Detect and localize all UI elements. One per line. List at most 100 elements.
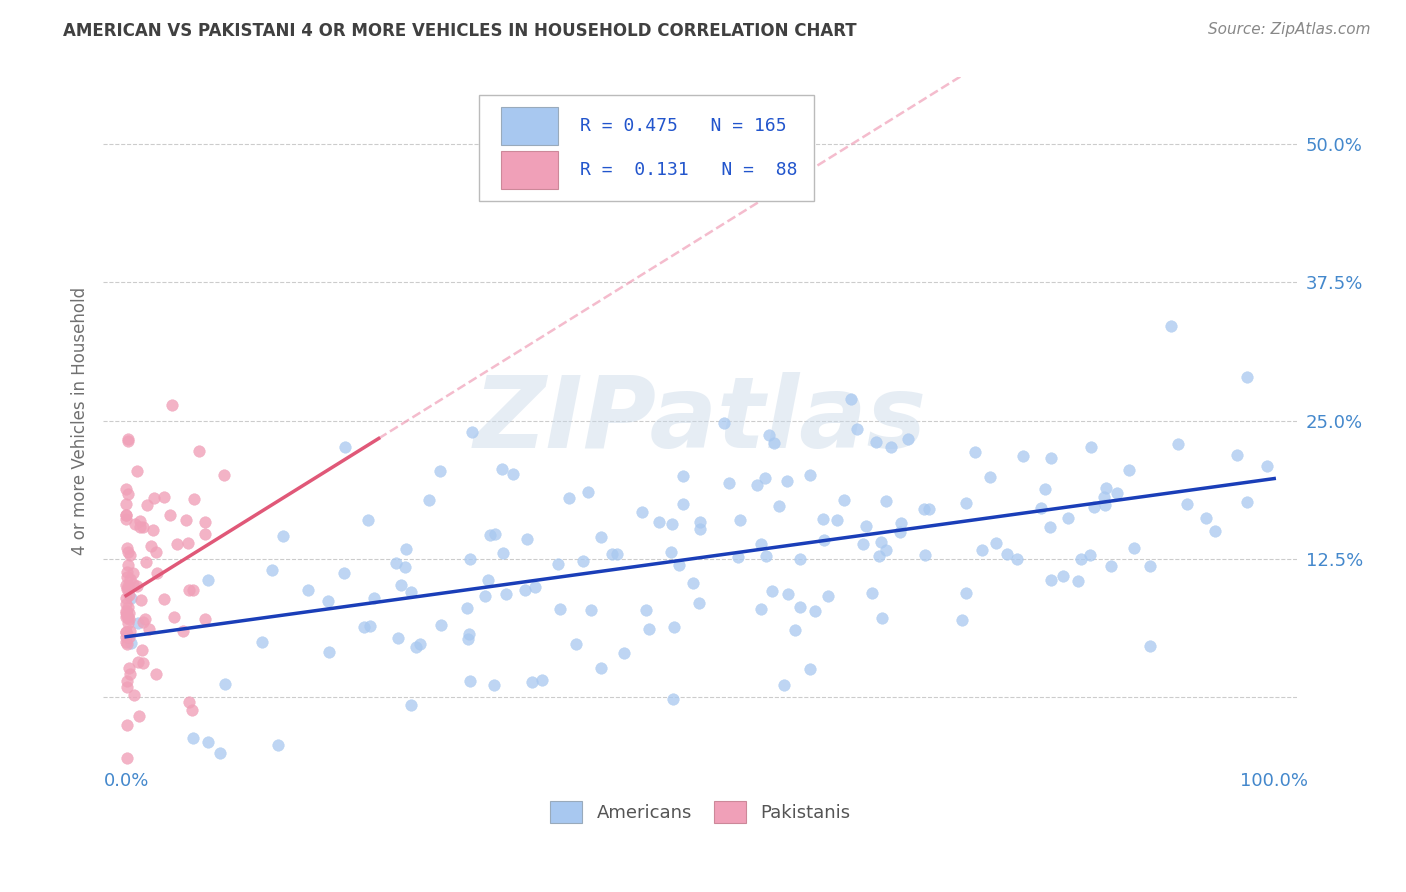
Text: AMERICAN VS PAKISTANI 4 OR MORE VEHICLES IN HOUSEHOLD CORRELATION CHART: AMERICAN VS PAKISTANI 4 OR MORE VEHICLES… bbox=[63, 22, 856, 40]
Point bbox=[479, 528, 502, 542]
Point bbox=[118, 607, 141, 621]
Y-axis label: 4 or more Vehicles in Household: 4 or more Vehicles in Household bbox=[72, 286, 89, 555]
Point bbox=[1057, 511, 1080, 525]
Point bbox=[870, 611, 893, 625]
Point bbox=[197, 574, 219, 588]
Point bbox=[115, 606, 138, 620]
Point bbox=[662, 620, 685, 634]
Point bbox=[776, 475, 799, 489]
Point bbox=[120, 572, 142, 586]
Point bbox=[115, 718, 138, 732]
Point bbox=[1194, 511, 1216, 525]
Point bbox=[115, 609, 138, 624]
Point bbox=[865, 434, 887, 449]
Point bbox=[1236, 495, 1258, 509]
Point bbox=[145, 667, 167, 681]
Point bbox=[682, 576, 704, 591]
Point bbox=[115, 631, 138, 645]
Point bbox=[115, 680, 138, 694]
Point bbox=[825, 513, 848, 527]
Point bbox=[749, 601, 772, 615]
Point bbox=[122, 688, 145, 702]
Point bbox=[115, 673, 138, 688]
Point bbox=[1067, 574, 1090, 589]
Point bbox=[117, 578, 139, 592]
Point bbox=[1105, 486, 1128, 500]
Point bbox=[118, 548, 141, 562]
Point bbox=[117, 661, 139, 675]
Point bbox=[457, 632, 479, 647]
Point bbox=[117, 616, 139, 631]
Point bbox=[117, 434, 139, 449]
Point bbox=[127, 615, 149, 630]
Point bbox=[668, 558, 690, 572]
Point bbox=[174, 512, 197, 526]
Point bbox=[117, 545, 139, 559]
Point bbox=[132, 520, 155, 534]
Point bbox=[662, 692, 685, 706]
Point bbox=[1139, 639, 1161, 653]
Point bbox=[477, 573, 499, 587]
Point bbox=[513, 583, 536, 598]
Point bbox=[897, 433, 920, 447]
Point bbox=[832, 493, 855, 508]
Point bbox=[688, 596, 710, 610]
Point bbox=[115, 591, 138, 605]
Point bbox=[208, 746, 231, 760]
Point bbox=[749, 537, 772, 551]
Point bbox=[912, 501, 935, 516]
Point bbox=[890, 516, 912, 530]
Point bbox=[1256, 458, 1278, 473]
Point bbox=[1039, 573, 1062, 587]
Point bbox=[395, 542, 418, 557]
Point bbox=[122, 576, 145, 591]
Point bbox=[1204, 524, 1226, 539]
Point bbox=[357, 513, 380, 527]
Point bbox=[456, 601, 478, 615]
Point bbox=[408, 637, 430, 651]
Point bbox=[125, 579, 148, 593]
Point bbox=[297, 582, 319, 597]
Point bbox=[115, 569, 138, 583]
Point bbox=[606, 547, 628, 561]
Point bbox=[115, 582, 138, 596]
Text: R =  0.131   N =  88: R = 0.131 N = 88 bbox=[579, 161, 797, 178]
Point bbox=[1139, 558, 1161, 573]
Point bbox=[115, 625, 138, 640]
Point bbox=[181, 731, 204, 746]
Point bbox=[153, 592, 176, 607]
Point bbox=[875, 543, 897, 558]
Point bbox=[482, 677, 505, 691]
Point bbox=[179, 695, 201, 709]
Point bbox=[183, 491, 205, 506]
Point bbox=[115, 577, 138, 591]
Point bbox=[394, 560, 416, 574]
Point bbox=[197, 734, 219, 748]
Point bbox=[129, 515, 152, 529]
Point bbox=[194, 516, 217, 530]
Point bbox=[672, 497, 695, 511]
Point bbox=[117, 751, 139, 765]
Point bbox=[353, 620, 375, 634]
Point bbox=[214, 468, 236, 483]
FancyBboxPatch shape bbox=[501, 107, 558, 145]
Point bbox=[869, 534, 891, 549]
Point bbox=[557, 491, 579, 505]
Point bbox=[955, 585, 977, 599]
Point bbox=[418, 492, 440, 507]
Point bbox=[118, 612, 141, 626]
Point bbox=[773, 678, 796, 692]
Point bbox=[142, 523, 165, 537]
Point bbox=[1123, 541, 1146, 555]
Point bbox=[789, 599, 811, 614]
Point bbox=[458, 552, 481, 566]
Point bbox=[127, 464, 149, 478]
Point bbox=[572, 553, 595, 567]
Point bbox=[799, 662, 821, 676]
Point bbox=[117, 600, 139, 615]
Point bbox=[631, 505, 654, 519]
Point bbox=[565, 637, 588, 651]
Point bbox=[813, 533, 835, 547]
Point bbox=[430, 617, 453, 632]
Point bbox=[1092, 490, 1115, 504]
